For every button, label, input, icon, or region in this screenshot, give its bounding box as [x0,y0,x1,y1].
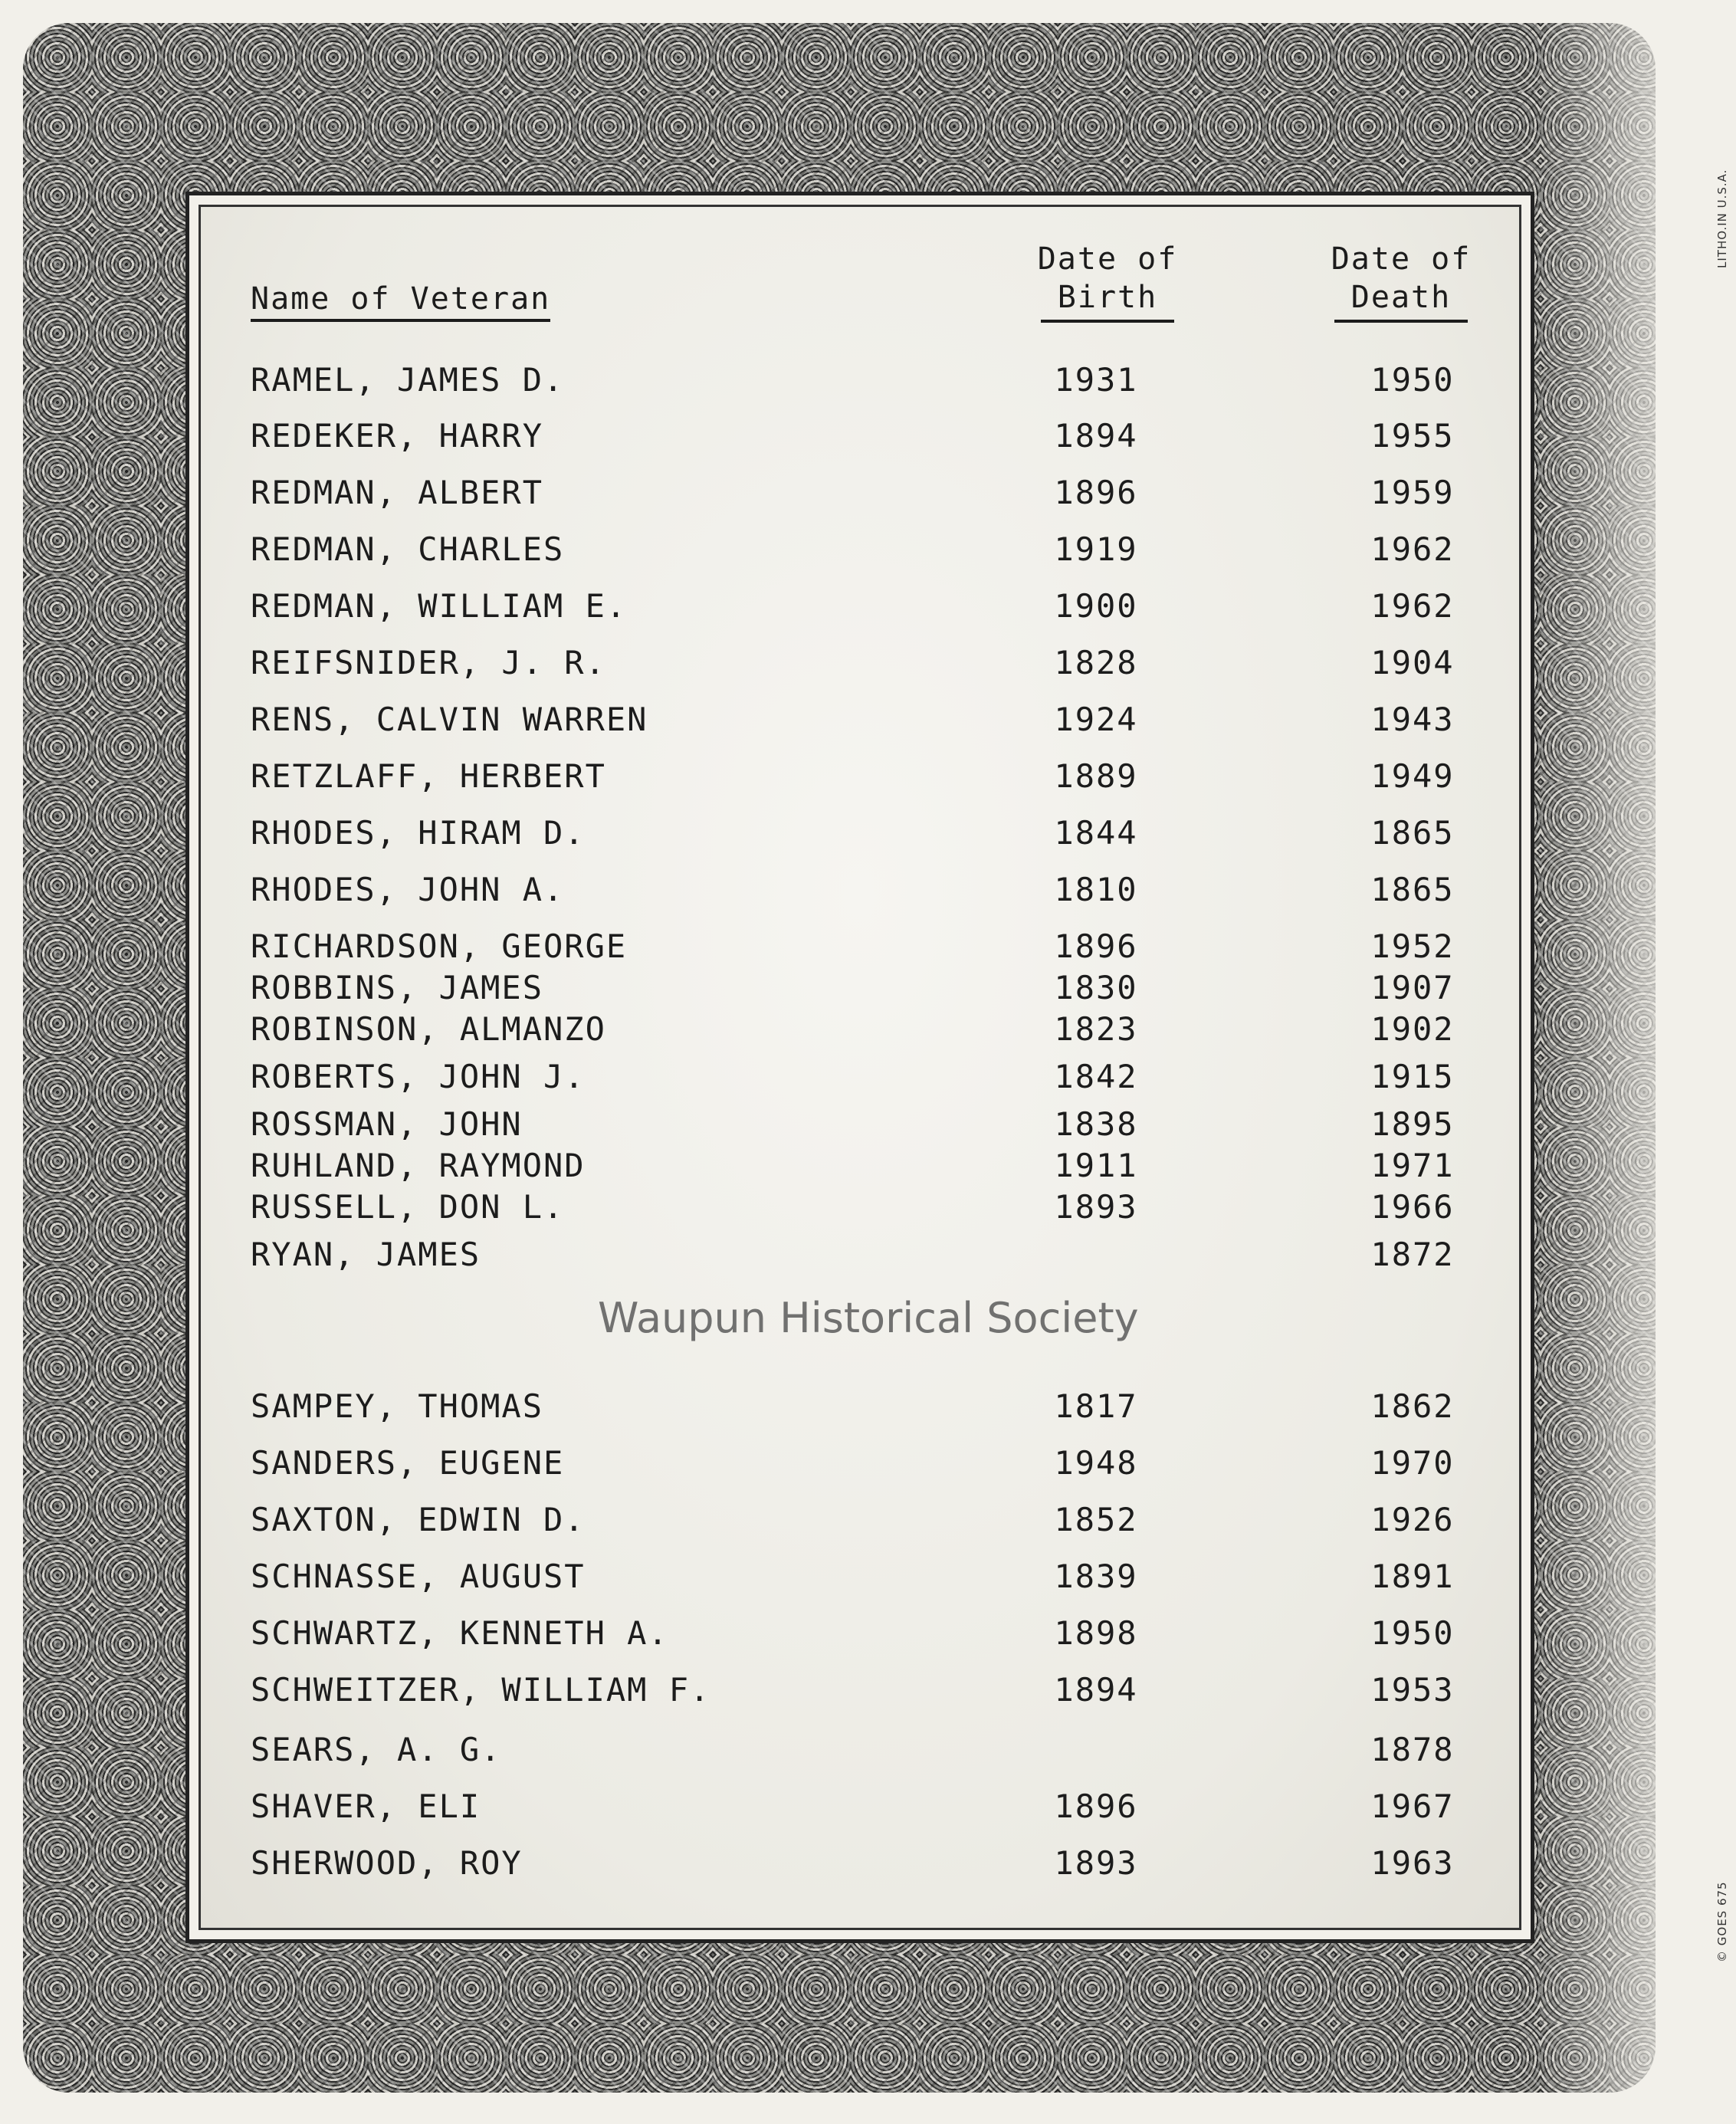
death-year: 1902 [1370,1010,1455,1048]
birth-year: 1931 [1054,361,1138,399]
birth-year: 1838 [1054,1105,1138,1143]
veteran-name: SHAVER, ELI [251,1788,481,1825]
veteran-name: REDMAN, ALBERT [251,474,544,511]
birth-year: 1894 [1054,417,1138,455]
death-year: 1865 [1370,871,1455,908]
birth-year: 1893 [1054,1844,1138,1882]
birth-year: 1889 [1054,757,1138,795]
header-death-line2: Death [1301,280,1501,323]
veteran-name: SCHWARTZ, KENNETH A. [251,1614,669,1652]
certificate-frame [185,192,1534,1943]
header-birth-label: Birth [1040,280,1175,323]
death-year: 1962 [1370,530,1455,568]
veteran-name: SAMPEY, THOMAS [251,1387,544,1425]
death-year: 1966 [1370,1188,1455,1226]
death-year: 1953 [1370,1671,1455,1709]
death-year: 1971 [1370,1147,1455,1184]
birth-year: 1894 [1054,1671,1138,1709]
birth-year: 1852 [1054,1501,1138,1538]
death-year: 1907 [1370,969,1455,1006]
birth-year: 1839 [1054,1558,1138,1595]
veteran-name: SHERWOOD, ROY [251,1844,523,1882]
death-year: 1865 [1370,814,1455,852]
veteran-name: SCHNASSE, AUGUST [251,1558,586,1595]
death-year: 1950 [1370,1614,1455,1652]
death-year: 1959 [1370,474,1455,511]
veteran-name: RUSSELL, DON L. [251,1188,565,1226]
header-birth-line2: Birth [1008,280,1207,323]
birth-year: 1898 [1054,1614,1138,1652]
death-year: 1962 [1370,587,1455,625]
birth-year: 1830 [1054,969,1138,1006]
birth-year: 1896 [1054,474,1138,511]
veteran-name: ROBERTS, JOHN J. [251,1058,586,1095]
death-year: 1904 [1370,644,1455,681]
birth-year: 1911 [1054,1147,1138,1184]
death-year: 1915 [1370,1058,1455,1095]
death-year: 1895 [1370,1105,1455,1143]
veteran-name: SCHWEITZER, WILLIAM F. [251,1671,711,1709]
header-death-line1: Date of [1331,241,1472,277]
birth-year: 1844 [1054,814,1138,852]
border-fade [1537,0,1736,2124]
birth-year: 1842 [1054,1058,1138,1095]
death-year: 1952 [1370,927,1455,965]
birth-year: 1810 [1054,871,1138,908]
birth-year: 1948 [1054,1444,1138,1482]
header-birth-line1: Date of [1037,241,1178,277]
veteran-name: RYAN, JAMES [251,1236,481,1273]
veteran-name: REDMAN, WILLIAM E. [251,587,628,625]
header-name: Name of Veteran [251,284,551,322]
veteran-name: ROBINSON, ALMANZO [251,1010,606,1048]
birth-year: 1896 [1054,927,1138,965]
veteran-name: RUHLAND, RAYMOND [251,1147,586,1184]
veteran-name: ROSSMAN, JOHN [251,1105,523,1143]
death-year: 1967 [1370,1788,1455,1825]
veteran-name: REDMAN, CHARLES [251,530,565,568]
litho-mark: LITHO.IN U.S.A. [1715,169,1729,268]
death-year: 1950 [1370,361,1455,399]
veteran-name: ROBBINS, JAMES [251,969,544,1006]
death-year: 1878 [1370,1731,1455,1768]
veteran-name: SANDERS, EUGENE [251,1444,565,1482]
birth-year: 1924 [1054,701,1138,738]
veteran-name: SAXTON, EDWIN D. [251,1501,586,1538]
death-year: 1949 [1370,757,1455,795]
copyright-mark: © GOES 675 [1715,1881,1729,1962]
birth-year: 1893 [1054,1188,1138,1226]
veteran-name: REDEKER, HARRY [251,417,544,455]
birth-year: 1828 [1054,644,1138,681]
veteran-name: REIFSNIDER, J. R. [251,644,606,681]
birth-year: 1900 [1054,587,1138,625]
death-year: 1963 [1370,1844,1455,1882]
death-year: 1970 [1370,1444,1455,1482]
death-year: 1943 [1370,701,1455,738]
death-year: 1872 [1370,1236,1455,1273]
veteran-name: RHODES, HIRAM D. [251,814,586,852]
death-year: 1891 [1370,1558,1455,1595]
veteran-name: RAMEL, JAMES D. [251,361,565,399]
birth-year: 1919 [1054,530,1138,568]
death-year: 1926 [1370,1501,1455,1538]
header-death-label: Death [1334,280,1469,323]
veteran-name: RICHARDSON, GEORGE [251,927,628,965]
birth-year: 1823 [1054,1010,1138,1048]
veteran-name: SEARS, A. G. [251,1731,502,1768]
watermark: Waupun Historical Society [598,1294,1139,1342]
death-year: 1955 [1370,417,1455,455]
veteran-name: RENS, CALVIN WARREN [251,701,648,738]
death-year: 1862 [1370,1387,1455,1425]
veteran-name: RETZLAFF, HERBERT [251,757,606,795]
certificate-panel [199,205,1521,1930]
birth-year: 1817 [1054,1387,1138,1425]
veteran-name: RHODES, JOHN A. [251,871,565,908]
birth-year: 1896 [1054,1788,1138,1825]
